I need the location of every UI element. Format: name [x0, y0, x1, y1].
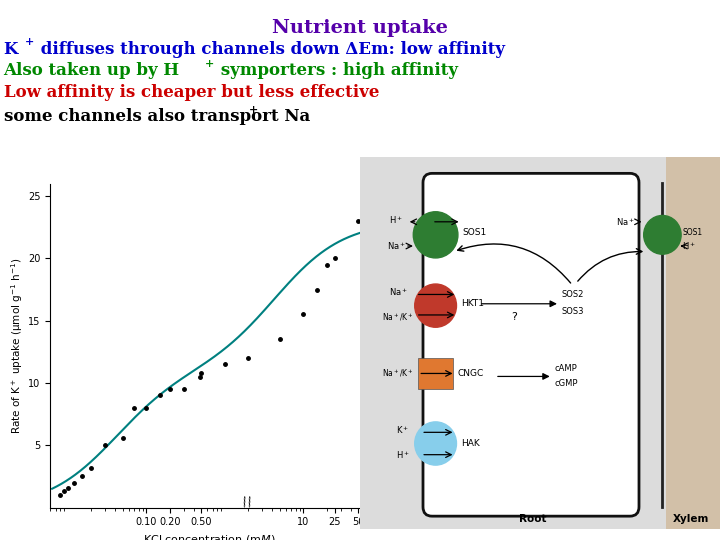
Circle shape	[413, 212, 458, 258]
Text: +: +	[248, 104, 258, 114]
Text: H$^+$: H$^+$	[683, 240, 696, 252]
Text: Xylem: Xylem	[673, 515, 709, 524]
Text: K$^+$: K$^+$	[396, 424, 409, 436]
Text: +: +	[24, 36, 34, 47]
Text: +: +	[205, 58, 215, 69]
Text: Na$^+$: Na$^+$	[389, 287, 408, 299]
Text: some channels also transport Na: some channels also transport Na	[4, 108, 310, 125]
Text: Root: Root	[519, 515, 546, 524]
Text: HAK: HAK	[461, 439, 480, 448]
Text: CNGC: CNGC	[458, 369, 484, 378]
Circle shape	[415, 284, 456, 327]
Text: K: K	[4, 40, 18, 57]
Text: Na$^+$: Na$^+$	[616, 216, 634, 228]
X-axis label: KCl concentration (m$M$): KCl concentration (m$M$)	[143, 533, 275, 540]
Text: Na$^+$/K$^+$: Na$^+$/K$^+$	[382, 311, 413, 323]
Bar	[418, 358, 452, 389]
Text: cAMP: cAMP	[554, 364, 577, 374]
Text: HKT1: HKT1	[461, 299, 484, 308]
Circle shape	[415, 422, 456, 465]
Text: SOS3: SOS3	[562, 307, 584, 316]
FancyBboxPatch shape	[423, 173, 639, 516]
Text: SOS1: SOS1	[463, 228, 487, 238]
Text: H$^+$: H$^+$	[389, 214, 402, 226]
Text: Na$^+$: Na$^+$	[387, 240, 406, 252]
Text: Na$^+$/K$^+$: Na$^+$/K$^+$	[382, 368, 413, 379]
Text: Low affinity is cheaper but less effective: Low affinity is cheaper but less effecti…	[4, 84, 379, 100]
Bar	[360, 157, 666, 529]
Text: SOS2: SOS2	[562, 290, 584, 299]
Text: /: /	[246, 495, 253, 509]
Text: ?: ?	[511, 312, 517, 322]
Text: /: /	[241, 495, 249, 509]
Y-axis label: Rate of K$^+$ uptake (μmol g$^{-1}$ h$^{-1}$): Rate of K$^+$ uptake (μmol g$^{-1}$ h$^{…	[9, 258, 25, 434]
Text: Also taken up by H: Also taken up by H	[4, 62, 180, 79]
Text: SOS1: SOS1	[683, 228, 702, 238]
Text: diffuses through channels down ΔEm: low affinity: diffuses through channels down ΔEm: low …	[35, 40, 505, 57]
Text: symporters : high affinity: symporters : high affinity	[215, 62, 458, 79]
Bar	[666, 157, 720, 529]
Text: cGMP: cGMP	[554, 380, 578, 388]
Text: H$^+$: H$^+$	[396, 450, 410, 461]
Circle shape	[644, 215, 681, 254]
Text: Nutrient uptake: Nutrient uptake	[272, 19, 448, 37]
